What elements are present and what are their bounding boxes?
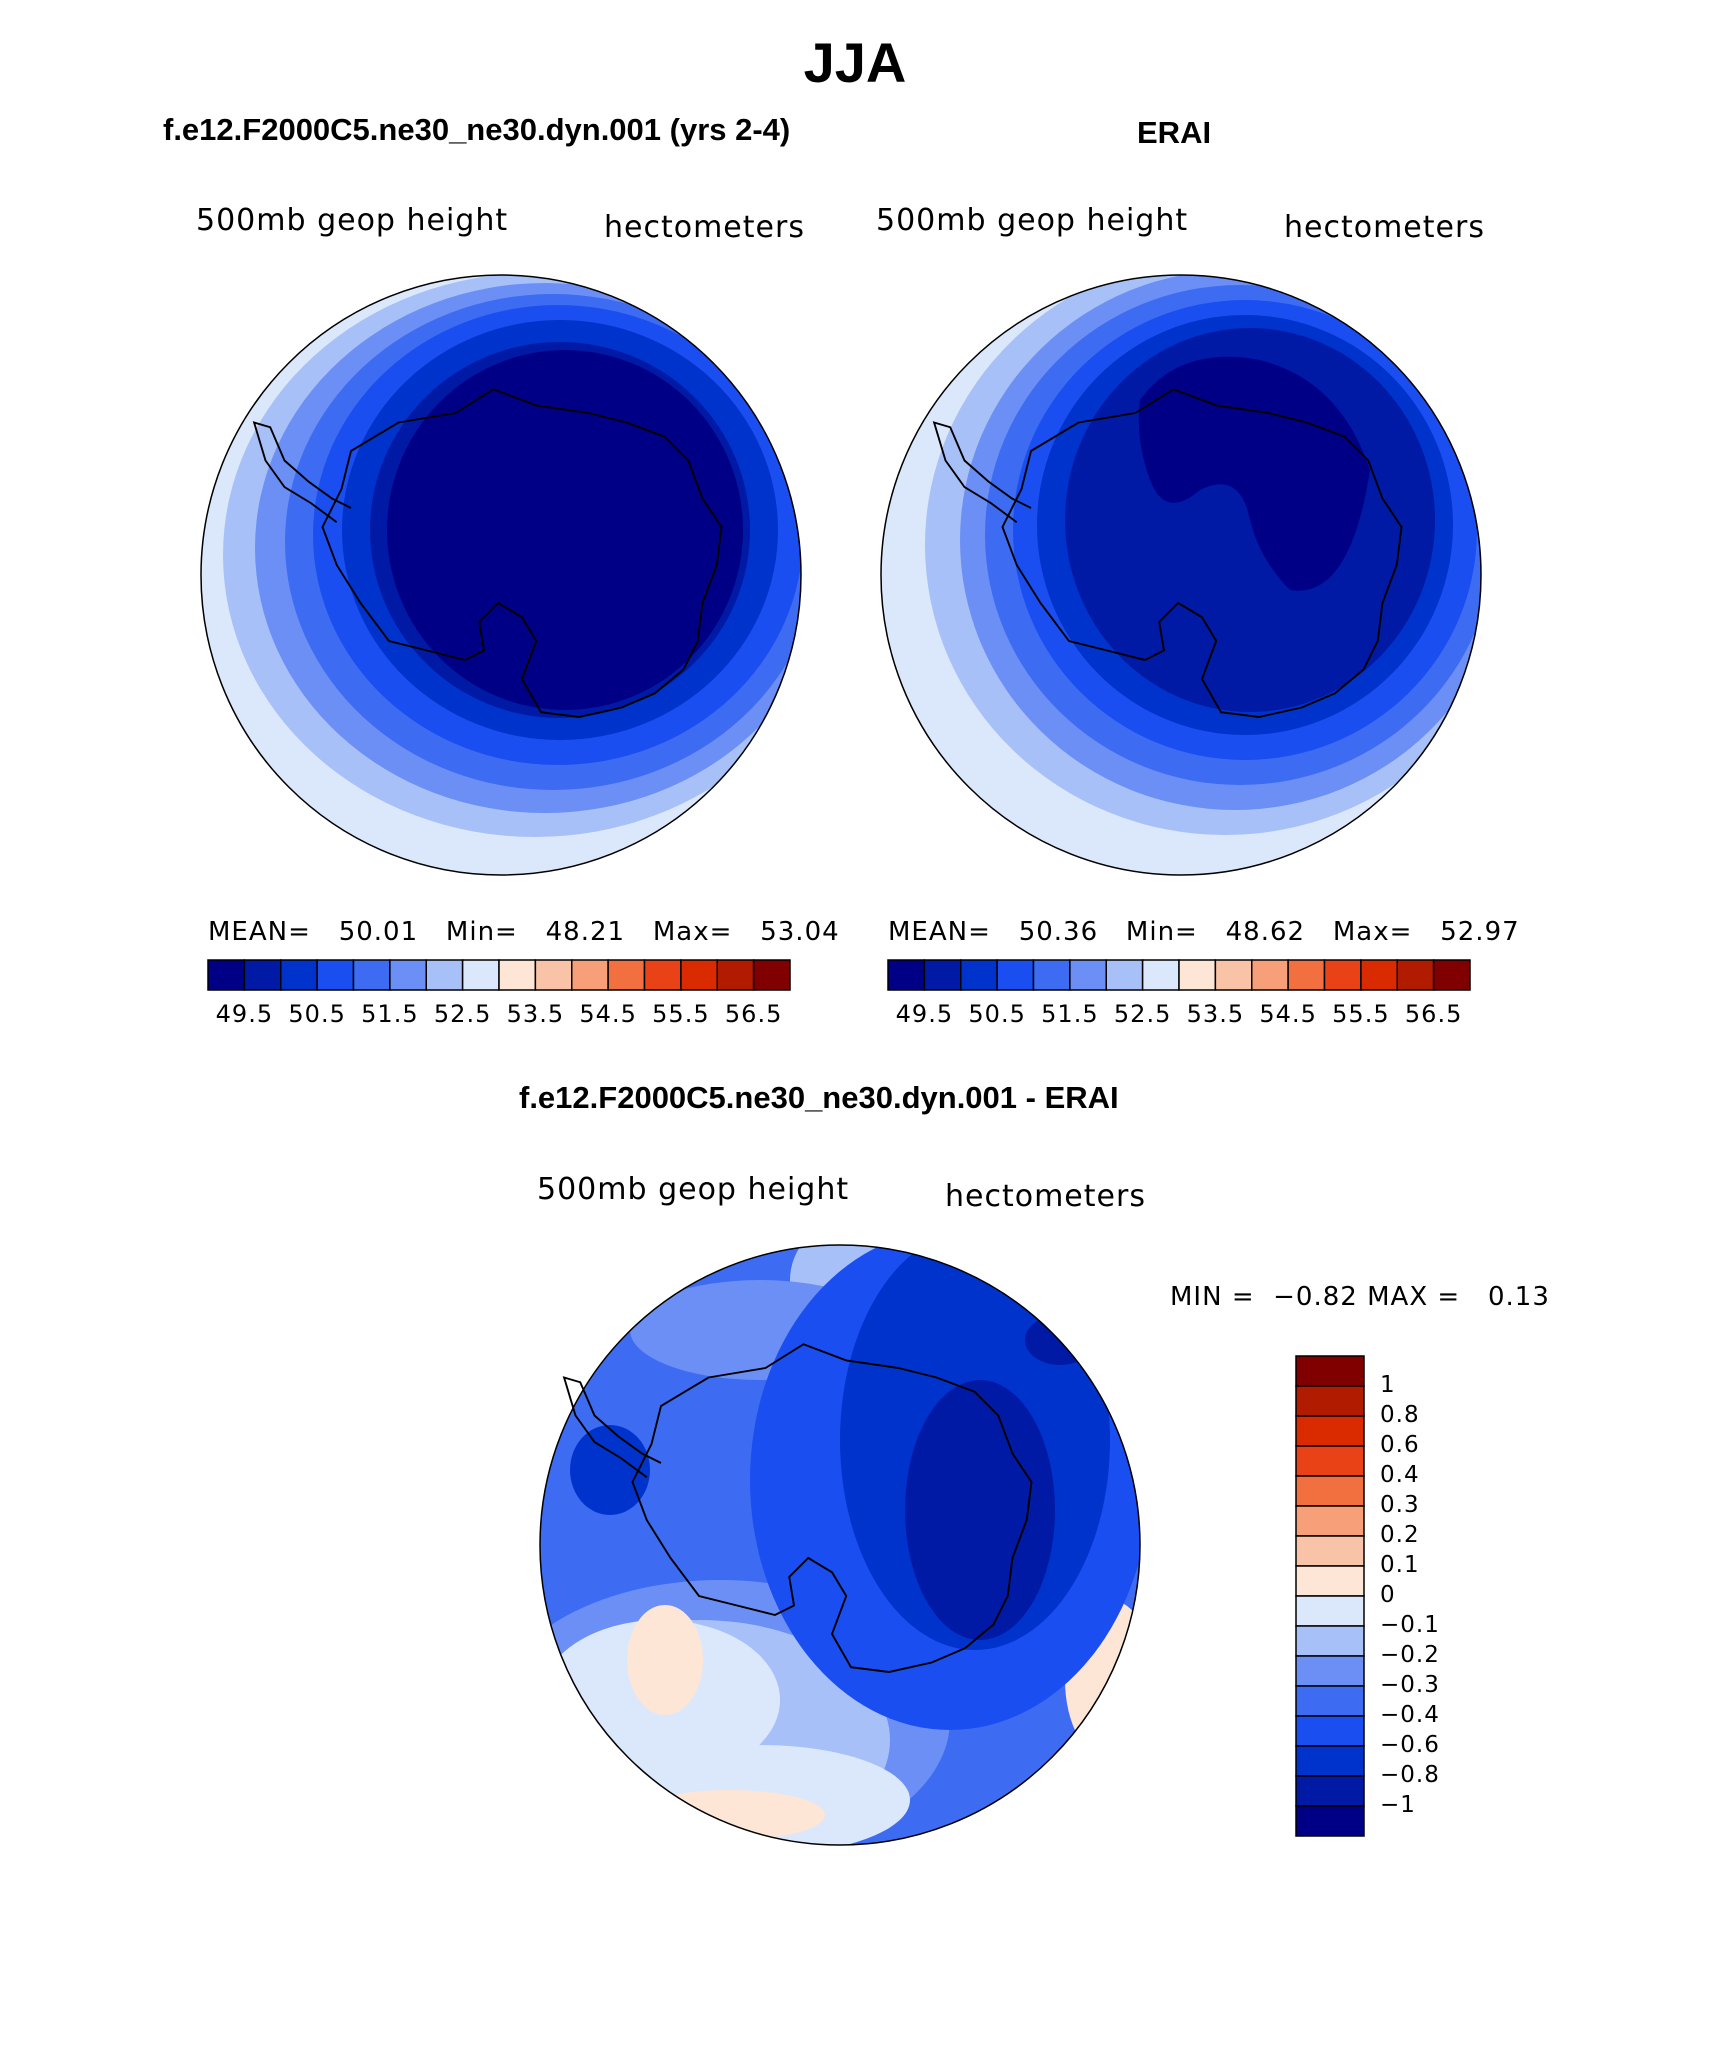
field-label-erai: 500mb geop height [876, 203, 1189, 238]
colorbar-tick-label: 56.5 [724, 1000, 783, 1028]
colorbar-swatch [1295, 1445, 1365, 1477]
colorbar-diff [1295, 1355, 1365, 1837]
colorbar-tick-label: −1 [1380, 1792, 1416, 1818]
main-title: JJA [803, 31, 907, 94]
colorbar-swatch [752, 959, 791, 991]
colorbar-swatch [389, 959, 427, 991]
colorbar-swatch [1295, 1655, 1365, 1687]
colorbar-tick-label: 52.5 [433, 1000, 492, 1028]
colorbar-swatch [571, 959, 609, 991]
colorbar-tick-label: 54.5 [1259, 1000, 1317, 1028]
colorbar-swatch [1295, 1505, 1365, 1537]
colorbar-swatch [996, 959, 1035, 991]
colorbar-swatch [1105, 959, 1144, 991]
panel-title-erai: ERAI [1137, 115, 1212, 150]
colorbar-tick-label: 0.4 [1380, 1462, 1420, 1488]
colorbar-tick-label: 0.8 [1380, 1402, 1420, 1428]
units-label-erai: hectometers [1284, 210, 1485, 245]
colorbar-swatch [607, 959, 646, 991]
colorbar-swatch [716, 959, 755, 991]
colorbar-tick-label: −0.4 [1380, 1702, 1440, 1728]
colorbar-swatch [243, 959, 282, 991]
colorbar-tick-label: −0.8 [1380, 1762, 1440, 1788]
colorbar-swatch [1295, 1745, 1365, 1777]
colorbar-tick-label: 0 [1380, 1582, 1396, 1608]
colorbar-swatch [1295, 1355, 1365, 1387]
colorbar-swatch [1178, 959, 1217, 991]
colorbar-tick-label: 56.5 [1404, 1000, 1463, 1028]
colorbar-tick-label: 49.5 [215, 1000, 274, 1028]
colorbar-swatch [1295, 1565, 1365, 1597]
colorbar-swatch [680, 959, 718, 991]
colorbar-swatch [461, 959, 500, 991]
colorbar-tick-label: 0.3 [1380, 1492, 1420, 1518]
colorbar-tick-label: 0.2 [1380, 1522, 1420, 1548]
colorbar-swatch [280, 959, 318, 991]
field-label-model: 500mb geop height [196, 203, 509, 238]
colorbar-swatch [887, 959, 926, 991]
colorbar-swatch [1295, 1385, 1365, 1417]
colorbar-tick-label: 53.5 [1186, 1000, 1245, 1028]
colorbar-model-ticks: 49.5 50.5 51.5 52.5 53.5 54.5 55.5 56.5 [208, 1000, 790, 1030]
colorbar-swatch [534, 959, 573, 991]
colorbar-swatch [1141, 959, 1180, 991]
colorbar-swatch [1295, 1625, 1365, 1657]
colorbar-swatch [1069, 959, 1107, 991]
colorbar-swatch [923, 959, 962, 991]
colorbar-tick-label: −0.2 [1380, 1642, 1440, 1668]
colorbar-tick-label: 1 [1380, 1372, 1396, 1398]
colorbar-swatch [207, 959, 246, 991]
colorbar-swatch [1295, 1535, 1365, 1567]
colorbar-swatch [1295, 1685, 1365, 1717]
colorbar-swatch [643, 959, 682, 991]
stats-diff: MIN = −0.82 MAX = 0.13 [1170, 1282, 1550, 1312]
colorbar-swatch [1323, 959, 1362, 991]
colorbar-tick-label: 51.5 [361, 1000, 419, 1028]
colorbar-swatch [1295, 1595, 1365, 1627]
colorbar-tick-label: 55.5 [652, 1000, 710, 1028]
stats-model: MEAN= 50.01 Min= 48.21 Max= 53.04 [208, 917, 840, 947]
colorbar-tick-label: 51.5 [1041, 1000, 1099, 1028]
colorbar-swatch [1251, 959, 1289, 991]
colorbar-tick-label: 0.1 [1380, 1552, 1420, 1578]
colorbar-swatch [1295, 1475, 1365, 1507]
colorbar-tick-label: 55.5 [1332, 1000, 1390, 1028]
colorbar-tick-label: 54.5 [579, 1000, 637, 1028]
colorbar-erai-ticks: 49.5 50.5 51.5 52.5 53.5 54.5 55.5 56.5 [888, 1000, 1470, 1030]
colorbar-swatch [1214, 959, 1253, 991]
colorbar-swatch [1295, 1805, 1365, 1837]
colorbar-tick-label: −0.1 [1380, 1612, 1440, 1638]
colorbar-swatch [1396, 959, 1435, 991]
colorbar-swatch [1032, 959, 1071, 991]
panel-title-diff: f.e12.F2000C5.ne30_ne30.dyn.001 - ERAI [519, 1080, 1119, 1115]
colorbar-swatch [1295, 1775, 1365, 1807]
colorbar-swatch [1295, 1415, 1365, 1447]
colorbar-swatch [352, 959, 391, 991]
colorbar-tick-label: 50.5 [968, 1000, 1026, 1028]
colorbar-tick-label: 52.5 [1113, 1000, 1172, 1028]
units-label-model: hectometers [604, 210, 805, 245]
colorbar-tick-label: 49.5 [895, 1000, 954, 1028]
colorbar-tick-label: −0.6 [1380, 1732, 1440, 1758]
colorbar-tick-label: 53.5 [506, 1000, 565, 1028]
colorbar-erai [887, 959, 1471, 991]
colorbar-swatch [1287, 959, 1326, 991]
colorbar-swatch [425, 959, 464, 991]
colorbar-swatch [1295, 1715, 1365, 1747]
stats-erai: MEAN= 50.36 Min= 48.62 Max= 52.97 [888, 917, 1520, 947]
colorbar-tick-label: −0.3 [1380, 1672, 1440, 1698]
colorbar-swatch [960, 959, 998, 991]
colorbar-swatch [1432, 959, 1471, 991]
colorbar-swatch [316, 959, 355, 991]
colorbar-swatch [498, 959, 537, 991]
colorbar-tick-label: 0.6 [1380, 1432, 1420, 1458]
colorbar-swatch [1360, 959, 1398, 991]
colorbar-model [207, 959, 791, 991]
colorbar-tick-label: 50.5 [288, 1000, 346, 1028]
panel-title-model: f.e12.F2000C5.ne30_ne30.dyn.001 (yrs 2-4… [163, 112, 791, 147]
field-label-diff: 500mb geop height [537, 1172, 850, 1207]
units-label-diff: hectometers [945, 1179, 1146, 1214]
colorbar-diff-ticks: 1 0.8 0.6 0.4 0.3 0.2 0.1 0 −0.1 −0.2 −0.3 −0.4 −0.6… [1380, 1356, 1460, 1836]
